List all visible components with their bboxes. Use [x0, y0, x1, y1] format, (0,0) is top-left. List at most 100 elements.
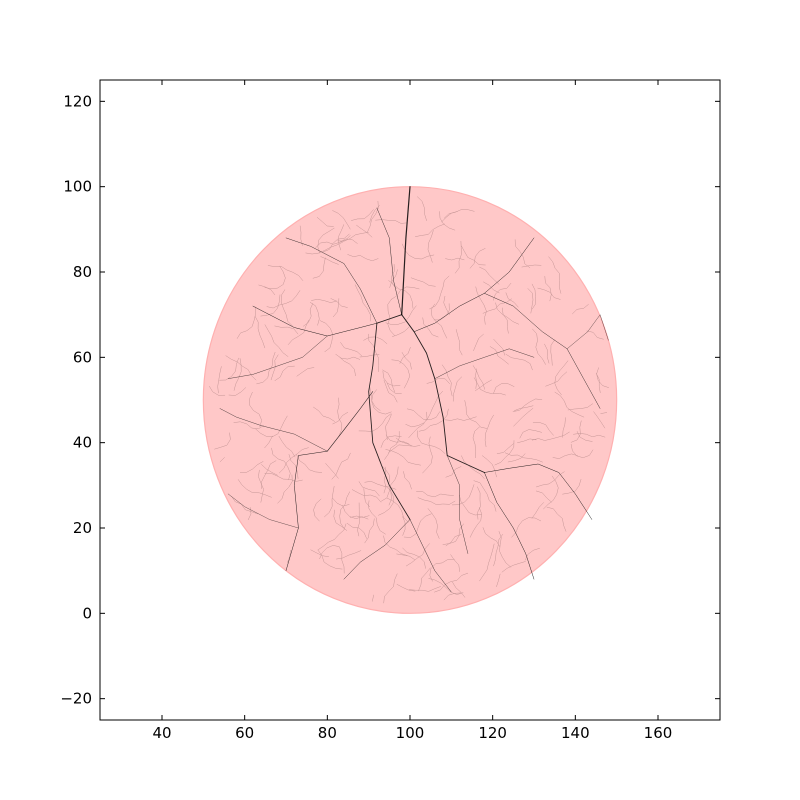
tree-branch-14: [434, 348, 535, 379]
fine-dendrite: [266, 290, 301, 309]
fine-dendrite: [596, 367, 609, 388]
fine-dendrite: [544, 276, 552, 302]
y-tick-label: 80: [73, 263, 92, 281]
fine-dendrite: [586, 330, 604, 340]
fine-dendrite: [403, 471, 412, 490]
fine-dendrite: [338, 356, 356, 377]
disk-region: [202, 186, 618, 614]
fine-dendrite: [280, 289, 293, 327]
fine-dendrite: [427, 508, 440, 539]
fine-dendrite: [383, 466, 387, 494]
fine-dendrite: [339, 491, 351, 529]
fine-dendrite: [363, 488, 370, 508]
fine-dendrite: [219, 357, 239, 381]
fine-dendrite: [325, 463, 339, 479]
fine-dendrite: [388, 485, 392, 506]
fine-dendrite: [417, 430, 446, 454]
fine-dendrite: [519, 429, 542, 439]
fine-dendrite: [408, 411, 428, 439]
fine-dendrite: [287, 549, 291, 564]
fine-dendrite: [507, 453, 526, 463]
fine-dendrite: [422, 436, 433, 474]
fine-dendrite: [429, 275, 450, 310]
fine-dendrite: [573, 433, 606, 438]
y-tick-label: 20: [73, 519, 92, 537]
fine-dendrite: [473, 480, 497, 512]
fine-dendrite: [287, 319, 310, 345]
fine-dendrite: [369, 205, 380, 223]
fine-dendrite: [367, 200, 379, 233]
fine-dendrite: [441, 211, 458, 223]
fine-dendrite: [302, 303, 314, 327]
fine-dendrite: [249, 391, 262, 427]
fine-dendrite: [475, 286, 487, 325]
fine-dendrite: [483, 281, 500, 294]
tree-branch-16: [227, 335, 328, 379]
fine-dendrite: [418, 408, 449, 432]
fine-dendrite: [416, 491, 454, 498]
fine-dendrite: [524, 547, 540, 561]
fine-dendrite: [439, 211, 456, 231]
tree-branch-0: [401, 186, 411, 316]
x-tick-label: 140: [561, 724, 590, 742]
fine-dendrite: [270, 354, 279, 381]
fine-dendrite: [426, 390, 443, 421]
fine-dendrite: [330, 298, 348, 308]
fine-dendrite: [576, 431, 593, 442]
tree-branch-17: [447, 455, 469, 554]
fine-dendrite: [339, 546, 345, 574]
fine-dendrite: [461, 455, 485, 480]
fine-dendrite: [388, 444, 413, 454]
fine-dendrite: [254, 315, 266, 349]
fine-dendrite: [410, 277, 436, 287]
fine-dendrite: [367, 500, 386, 535]
fine-dendrite: [267, 265, 304, 281]
fine-dendrite: [317, 523, 347, 551]
fine-dendrite: [313, 498, 322, 522]
fine-dendrite: [391, 264, 397, 289]
x-tick-label: 120: [478, 724, 507, 742]
fine-dendrite: [531, 283, 537, 310]
fine-dendrite: [247, 507, 252, 521]
fine-dendrite: [337, 231, 369, 242]
fine-dendrite: [358, 413, 392, 432]
y-tick-label: 100: [63, 178, 92, 196]
y-tick-label: 0: [82, 604, 92, 622]
fine-dendrite: [332, 497, 350, 507]
fine-dendrite: [434, 572, 469, 593]
tree-branch-9: [484, 293, 601, 409]
fine-dendrite: [313, 406, 336, 422]
fine-dendrite: [473, 377, 506, 396]
fine-dendrite: [317, 227, 335, 254]
fine-dendrite: [496, 573, 501, 587]
fine-dendrite: [320, 256, 339, 265]
fine-dendrite: [385, 414, 392, 440]
fine-dendrite: [371, 389, 392, 415]
fine-dendrite: [427, 230, 434, 263]
fine-dendrite: [495, 302, 520, 325]
fine-dendrite: [479, 543, 495, 582]
x-tick-label: 80: [318, 724, 337, 742]
fine-dendrite: [369, 387, 381, 411]
fine-dendrite: [274, 365, 295, 382]
fine-dendrite: [595, 373, 601, 393]
fine-dendrite: [494, 440, 515, 466]
fine-dendrite: [498, 531, 512, 568]
fine-dendrite: [357, 502, 360, 537]
fine-dendrite: [258, 469, 264, 503]
fine-dendrite: [531, 431, 570, 441]
fine-dendrite: [481, 455, 497, 478]
y-tick-label: 40: [73, 434, 92, 452]
fine-dendrite: [512, 398, 543, 412]
fine-dendrite: [570, 444, 594, 458]
fine-dendrite-texture: [208, 196, 609, 604]
fine-dendrite: [493, 338, 506, 356]
fine-dendrite: [445, 257, 465, 261]
fine-dendrite: [310, 549, 329, 558]
fine-dendrite: [550, 339, 555, 366]
fine-dendrite: [532, 328, 546, 365]
fine-dendrite: [237, 479, 272, 498]
fine-dendrite: [225, 355, 257, 381]
fine-dendrite: [315, 235, 351, 248]
tree-branch-7: [285, 237, 378, 324]
